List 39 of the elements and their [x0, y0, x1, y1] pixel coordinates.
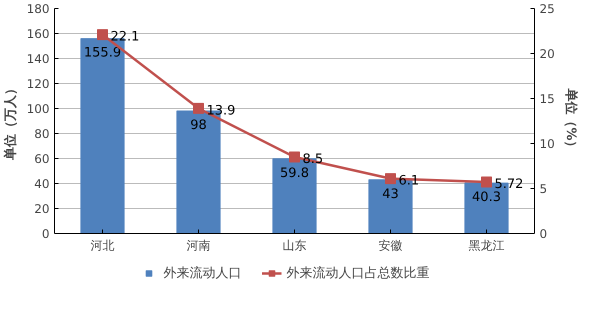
- y-tick-label: 40: [34, 177, 50, 191]
- y2-tick-label: 20: [540, 47, 555, 61]
- data-label: 13.9: [206, 103, 236, 118]
- y-tick-label: 140: [26, 52, 50, 66]
- y-axis-title: 单位（万人）: [2, 82, 19, 161]
- y-tick-label: 60: [34, 152, 50, 166]
- y2-tick-label: 0: [540, 227, 548, 241]
- y2-tick-label: 15: [540, 92, 555, 106]
- legend-label: 外来流动人口占总数比重: [286, 265, 430, 282]
- legend-label: 外来流动人口: [164, 265, 242, 282]
- y2-tick-label: 5: [540, 182, 548, 196]
- y-tick-label: 20: [34, 202, 50, 216]
- y2-tick-label: 10: [540, 137, 555, 151]
- data-label: 43: [382, 186, 399, 202]
- data-label: 8.5: [302, 152, 324, 167]
- x-tick-label: 安徽: [378, 238, 402, 252]
- x-tick-label: 山东: [282, 238, 306, 252]
- y-tick-label: 120: [26, 77, 50, 91]
- point: [481, 176, 492, 188]
- y2-axis-title: 单位（%）: [562, 87, 579, 154]
- y-tick-label: 160: [26, 27, 50, 41]
- point: [193, 102, 204, 114]
- y-tick-label: 100: [26, 102, 50, 116]
- data-label: 155.9: [84, 46, 122, 61]
- point: [289, 152, 300, 162]
- y-tick-label: 0: [42, 227, 50, 241]
- y-tick-label: 80: [34, 127, 50, 141]
- data-label: 98: [190, 118, 207, 133]
- y-tick-label: 180: [26, 2, 50, 16]
- x-tick-label: 黑龙江: [468, 238, 504, 252]
- data-label: 40.3: [472, 190, 501, 206]
- y2-tick-label: 25: [540, 2, 555, 16]
- point: [385, 173, 396, 184]
- x-tick-label: 河北: [90, 238, 114, 252]
- point: [97, 29, 108, 40]
- data-label: 59.8: [280, 166, 309, 181]
- data-label: 22.1: [110, 30, 140, 45]
- data-label: 5.72: [494, 177, 524, 192]
- x-tick-label: 河南: [186, 238, 210, 252]
